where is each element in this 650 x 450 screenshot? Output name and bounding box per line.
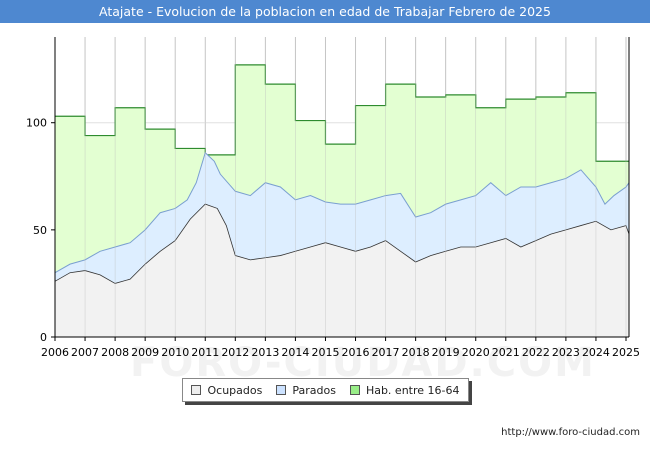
legend-item-parados: Parados [276, 384, 336, 397]
legend: Ocupados Parados Hab. entre 16-64 [182, 378, 469, 402]
legend-item-ocupados: Ocupados [191, 384, 262, 397]
x-tick-label-2009: 2009 [131, 346, 159, 359]
x-tick-label-2015: 2015 [311, 346, 339, 359]
line-ocupados [54, 203, 630, 284]
x-tick-label-2019: 2019 [432, 346, 460, 359]
x-tick-label-2024: 2024 [582, 346, 610, 359]
chart-title: Atajate - Evolucion de la poblacion en e… [0, 0, 650, 23]
y-tick-label-50: 50 [33, 224, 47, 237]
x-tick-label-2012: 2012 [221, 346, 249, 359]
x-tick-label-2008: 2008 [101, 346, 129, 359]
legend-label-hab: Hab. entre 16-64 [365, 383, 460, 397]
x-tick-label-2006: 2006 [41, 346, 69, 359]
x-tick-label-2013: 2013 [251, 346, 279, 359]
legend-item-hab: Hab. entre 16-64 [349, 383, 460, 397]
legend-swatch-parados [276, 385, 287, 395]
legend-swatch-hab [349, 385, 360, 395]
axes [54, 37, 630, 338]
footer-url: http://www.foro-ciudad.com [501, 427, 640, 438]
x-tick-label-2020: 2020 [462, 346, 490, 359]
x-tick-label-2014: 2014 [281, 346, 309, 359]
x-tick-label-2016: 2016 [342, 346, 370, 359]
area-ocupados [55, 204, 629, 337]
x-tick-label-2021: 2021 [492, 346, 520, 359]
x-tick-label-2025: 2025 [612, 346, 640, 359]
y-tick-label-0: 0 [40, 331, 47, 344]
x-tick-label-2011: 2011 [191, 346, 219, 359]
line-parados [54, 151, 630, 274]
x-tick-label-2010: 2010 [161, 346, 189, 359]
legend-label-parados: Parados [292, 383, 336, 397]
x-tick-label-2023: 2023 [552, 346, 580, 359]
series-areas [54, 37, 630, 337]
y-tick-label-100: 100 [26, 117, 47, 130]
legend-label-ocupados: Ocupados [207, 383, 263, 397]
x-tick-label-2018: 2018 [402, 346, 430, 359]
line-hab [55, 64, 629, 162]
x-tick-label-2017: 2017 [372, 346, 400, 359]
x-tick-label-2022: 2022 [522, 346, 550, 359]
x-tick-label-2007: 2007 [71, 346, 99, 359]
legend-swatch-ocupados [191, 385, 202, 395]
